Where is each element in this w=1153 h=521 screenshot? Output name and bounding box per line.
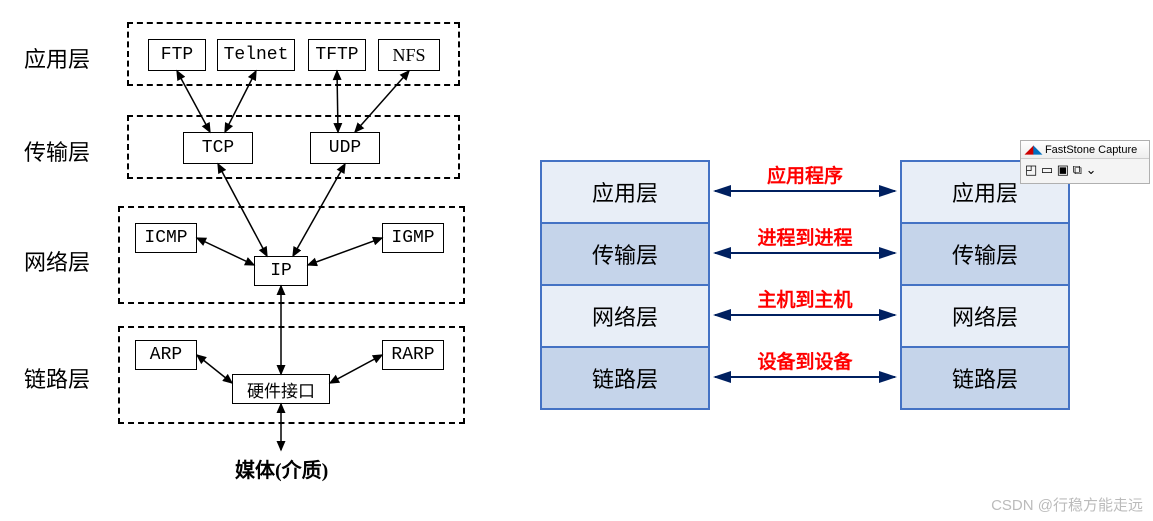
box-udp: UDP: [310, 132, 380, 164]
stack-cell: 网络层: [541, 285, 709, 347]
box-hw: 硬件接口: [232, 374, 330, 404]
tcpip-layer-diagram: 应用层 传输层 网络层 链路层 FTP Telnet TFTP NFS TCP …: [0, 0, 520, 521]
layer-communication-diagram: 应用层传输层网络层链路层 应用层传输层网络层链路层 应用程序进程到进程主机到主机…: [540, 160, 1140, 460]
stack-cell: 链路层: [541, 347, 709, 409]
dash-network: [118, 206, 465, 304]
dash-transport: [127, 115, 460, 179]
media-text: 媒体(介质): [235, 454, 328, 483]
box-igmp: IGMP: [382, 223, 444, 253]
box-tcp: TCP: [183, 132, 253, 164]
label-app: 应用层: [24, 42, 90, 74]
comm-label: 主机到主机: [750, 285, 860, 312]
faststone-toolbar[interactable]: ◰ ▭ ▣ ⧉ ⌄: [1021, 159, 1149, 181]
box-ip: IP: [254, 256, 308, 286]
stack-right: 应用层传输层网络层链路层: [900, 160, 1070, 410]
label-transport: 传输层: [24, 135, 90, 167]
box-arp: ARP: [135, 340, 197, 370]
label-link: 链路层: [24, 362, 90, 394]
box-telnet: Telnet: [217, 39, 295, 71]
faststone-logo-icon: ◢◣: [1025, 143, 1042, 156]
faststone-title-text: FastStone Capture: [1045, 144, 1137, 156]
stack-left: 应用层传输层网络层链路层: [540, 160, 710, 410]
box-icmp: ICMP: [135, 223, 197, 253]
box-rarp: RARP: [382, 340, 444, 370]
stack-cell: 传输层: [541, 223, 709, 285]
comm-label: 应用程序: [750, 161, 860, 188]
faststone-titlebar[interactable]: ◢◣ FastStone Capture: [1021, 141, 1149, 159]
stack-cell: 网络层: [901, 285, 1069, 347]
label-network: 网络层: [24, 245, 90, 277]
comm-label: 设备到设备: [750, 347, 860, 374]
box-ftp: FTP: [148, 39, 206, 71]
comm-label: 进程到进程: [750, 223, 860, 250]
stack-cell: 应用层: [541, 161, 709, 223]
box-tftp: TFTP: [308, 39, 366, 71]
faststone-capture-window[interactable]: ◢◣ FastStone Capture ◰ ▭ ▣ ⧉ ⌄: [1020, 140, 1150, 184]
csdn-watermark: CSDN @行稳方能走远: [991, 494, 1143, 515]
box-nfs: NFS: [378, 39, 440, 71]
stack-cell: 传输层: [901, 223, 1069, 285]
stack-cell: 链路层: [901, 347, 1069, 409]
